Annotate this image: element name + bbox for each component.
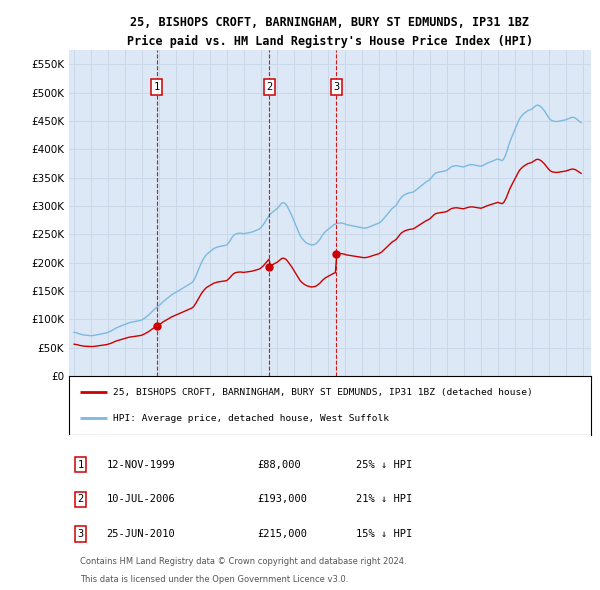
Text: 25% ↓ HPI: 25% ↓ HPI <box>356 460 412 470</box>
Text: 2: 2 <box>266 82 272 92</box>
Text: This data is licensed under the Open Government Licence v3.0.: This data is licensed under the Open Gov… <box>80 575 349 584</box>
Text: £215,000: £215,000 <box>257 529 307 539</box>
Text: 15% ↓ HPI: 15% ↓ HPI <box>356 529 412 539</box>
Text: HPI: Average price, detached house, West Suffolk: HPI: Average price, detached house, West… <box>113 414 389 422</box>
Text: 1: 1 <box>77 460 83 470</box>
Text: 21% ↓ HPI: 21% ↓ HPI <box>356 494 412 504</box>
Text: 25, BISHOPS CROFT, BARNINGHAM, BURY ST EDMUNDS, IP31 1BZ (detached house): 25, BISHOPS CROFT, BARNINGHAM, BURY ST E… <box>113 388 533 397</box>
Text: 1: 1 <box>154 82 160 92</box>
Text: 3: 3 <box>77 529 83 539</box>
Title: 25, BISHOPS CROFT, BARNINGHAM, BURY ST EDMUNDS, IP31 1BZ
Price paid vs. HM Land : 25, BISHOPS CROFT, BARNINGHAM, BURY ST E… <box>127 17 533 48</box>
Text: 2: 2 <box>77 494 83 504</box>
Text: £88,000: £88,000 <box>257 460 301 470</box>
Text: 10-JUL-2006: 10-JUL-2006 <box>107 494 175 504</box>
Text: Contains HM Land Registry data © Crown copyright and database right 2024.: Contains HM Land Registry data © Crown c… <box>80 558 407 566</box>
Text: £193,000: £193,000 <box>257 494 307 504</box>
Text: 25-JUN-2010: 25-JUN-2010 <box>107 529 175 539</box>
Text: 12-NOV-1999: 12-NOV-1999 <box>107 460 175 470</box>
Text: 3: 3 <box>334 82 340 92</box>
